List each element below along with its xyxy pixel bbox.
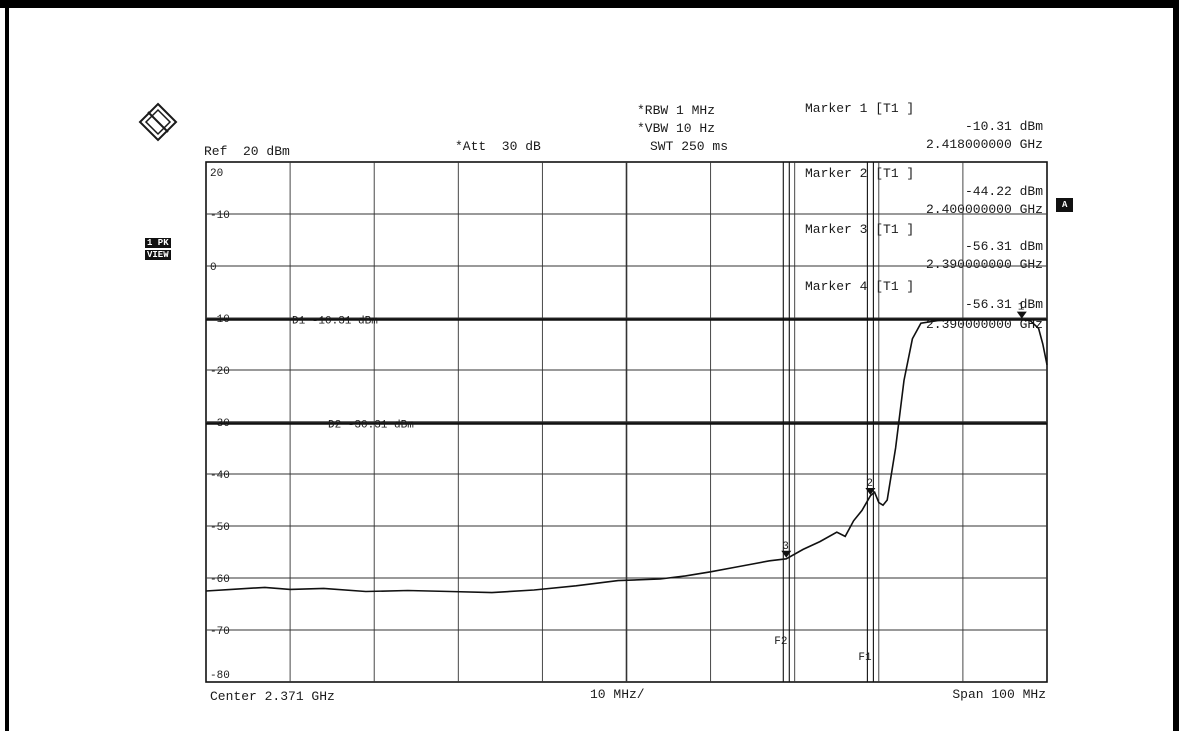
y-tick-label: 0 — [210, 262, 217, 274]
marker-4-level: -56.31 dBm — [965, 297, 1043, 312]
sweep-time: SWT 250 ms — [650, 139, 728, 154]
marker-1-level: -10.31 dBm — [965, 119, 1043, 134]
screen-a-tag: A — [1056, 198, 1074, 212]
display-line-label: D1 -10.31 dBm — [292, 316, 378, 328]
graticule — [205, 161, 1048, 683]
marker-point-label: 3 — [782, 541, 789, 553]
marker-1-freq: 2.418000000 GHz — [926, 137, 1043, 152]
y-tick-label: -80 — [210, 670, 230, 682]
trace-mode-tag: 1 PK — [145, 238, 171, 248]
vbw: *VBW 10 Hz — [637, 121, 715, 136]
span: Span 100 MHz — [952, 687, 1046, 702]
frequency-line-label: F2 — [774, 636, 787, 648]
marker-4-label: Marker 4 [T1 ] — [805, 279, 914, 294]
marker-point — [1016, 311, 1027, 319]
ref-level: Ref 20 dBm — [204, 144, 290, 159]
trace-line — [205, 318, 1048, 594]
y-tick-label: 20 — [210, 168, 223, 180]
display-lines: D1 -10.31 dBm D2 -30.31 dBm — [206, 316, 1047, 432]
marker-2-freq: 2.400000000 GHz — [926, 202, 1043, 217]
marker-3-level: -56.31 dBm — [965, 239, 1043, 254]
attenuation: *Att 30 dB — [455, 139, 541, 154]
y-tick-label: -10 — [210, 210, 230, 222]
marker-points: 1 2 3 — [781, 302, 1027, 558]
y-tick-label: -40 — [210, 470, 230, 482]
center-frequency: Center 2.371 GHz — [210, 689, 335, 704]
frequency-lines: F2 F1 — [774, 162, 874, 682]
rs-logo-icon — [138, 102, 178, 142]
marker-3-label: Marker 3 [T1 ] — [805, 222, 914, 237]
display-line-label: D2 -30.31 dBm — [328, 420, 414, 432]
marker-1-label: Marker 1 [T1 ] — [805, 101, 914, 116]
marker-point-label: 1 — [1018, 302, 1025, 314]
y-tick-label: -20 — [210, 366, 230, 378]
marker-2-level: -44.22 dBm — [965, 184, 1043, 199]
frequency-per-division: 10 MHz/ — [590, 687, 645, 702]
marker-3-freq: 2.390000000 GHz — [926, 257, 1043, 272]
y-axis-ticks: 20-100-10-20-30-40-50-60-70-80 — [210, 168, 230, 682]
y-tick-label: -60 — [210, 574, 230, 586]
rbw: *RBW 1 MHz — [637, 103, 715, 118]
marker-2-label: Marker 2 [T1 ] — [805, 166, 914, 181]
view-tag: VIEW — [145, 250, 171, 260]
y-tick-label: -70 — [210, 626, 230, 638]
frequency-line-label: F1 — [858, 652, 872, 664]
marker-point — [865, 487, 876, 495]
marker-point — [781, 550, 792, 558]
marker-point-label: 2 — [866, 478, 873, 490]
y-tick-label: -50 — [210, 522, 230, 534]
